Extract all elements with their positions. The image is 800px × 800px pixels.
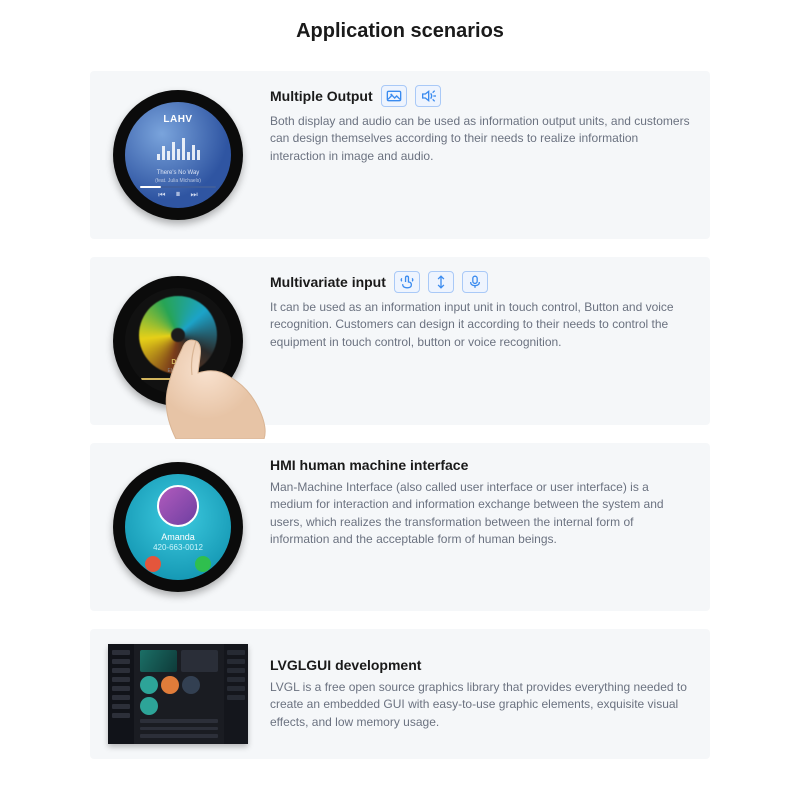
contact-avatar <box>157 485 199 527</box>
contact-screen: Amanda 420-663-0012 <box>125 474 231 580</box>
card-title: Multivariate input <box>270 274 386 290</box>
track-title: There's No Way <box>157 170 200 176</box>
music-player-screen: LAHV There's No Way (feat. Julia Michael… <box>125 102 231 208</box>
scenario-card-lvgl: LVGLGUI development LVGL is a free open … <box>90 629 710 759</box>
device-thumb: LAHV There's No Way (feat. Julia Michael… <box>108 85 248 225</box>
card-title: LVGLGUI development <box>270 657 421 673</box>
speaker-icon <box>415 85 441 107</box>
editor-thumb <box>108 639 248 749</box>
scenario-card-hmi: Amanda 420-663-0012 HMI human machine in… <box>90 443 710 611</box>
card-body: It can be used as an information input u… <box>270 299 692 351</box>
player-controls: ⏮⏸⏭ <box>158 189 197 200</box>
card-body: Man-Machine Interface (also called user … <box>270 479 692 549</box>
scroll-icon <box>428 271 454 293</box>
decline-icon <box>145 556 161 572</box>
progress-bar <box>140 186 216 188</box>
album-logo: LAHV <box>163 114 192 125</box>
touch-icon <box>394 271 420 293</box>
round-bezel: Amanda 420-663-0012 <box>113 462 243 592</box>
contact-phone: 420-663-0012 <box>153 543 203 552</box>
eq-bars <box>157 136 200 160</box>
pointing-finger-illustration <box>146 329 276 439</box>
card-body: Both display and audio can be used as in… <box>270 113 692 165</box>
scenario-card-multiple-output: LAHV There's No Way (feat. Julia Michael… <box>90 71 710 239</box>
track-artist: (feat. Julia Michaels) <box>155 178 201 184</box>
scenario-card-multivariate-input: Dua Eladio Ya Multivariate input It can … <box>90 257 710 425</box>
round-bezel: LAHV There's No Way (feat. Julia Michael… <box>113 90 243 220</box>
mic-icon <box>462 271 488 293</box>
image-icon <box>381 85 407 107</box>
accept-icon <box>195 556 211 572</box>
call-buttons <box>145 556 211 572</box>
device-thumb: Amanda 420-663-0012 <box>108 457 248 597</box>
page-title: Application scenarios <box>90 20 710 43</box>
card-title: Multiple Output <box>270 88 373 104</box>
device-thumb: Dua Eladio Ya <box>108 271 248 411</box>
contact-name: Amanda <box>161 532 195 542</box>
card-body: LVGL is a free open source graphics libr… <box>270 679 692 731</box>
card-title: HMI human machine interface <box>270 457 468 473</box>
gui-editor-screenshot <box>108 644 248 744</box>
